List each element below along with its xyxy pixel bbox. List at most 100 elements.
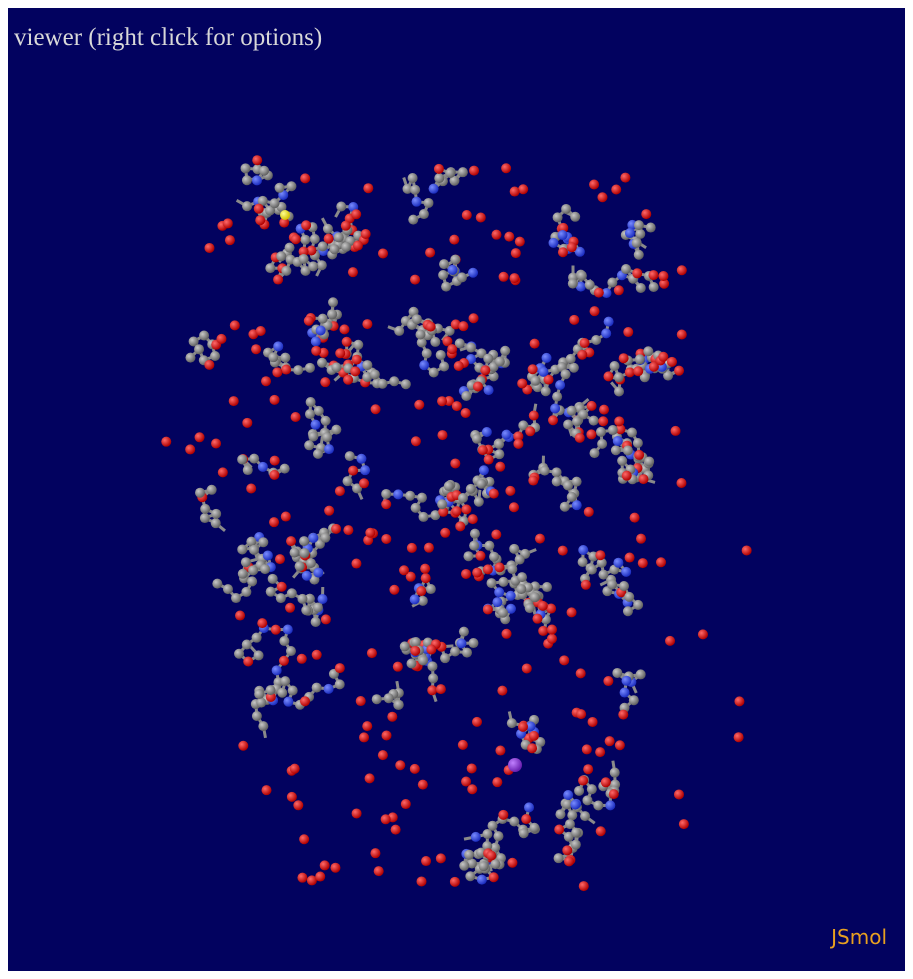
atom (621, 567, 631, 577)
atom (372, 694, 382, 704)
atom (351, 559, 361, 569)
atom (200, 504, 210, 514)
atom (522, 663, 532, 673)
atom (483, 564, 493, 574)
atom (320, 377, 330, 387)
atom (525, 426, 535, 436)
atom (313, 568, 323, 578)
atom (410, 275, 420, 285)
atom (421, 573, 431, 583)
atom (554, 853, 564, 863)
atom (393, 662, 403, 672)
atom (381, 489, 391, 499)
atom (589, 179, 599, 189)
atom (370, 848, 380, 858)
atom (636, 534, 646, 544)
atom (570, 212, 580, 222)
atom (458, 740, 468, 750)
atom (517, 378, 527, 388)
atom (560, 502, 570, 512)
atom (567, 242, 577, 252)
atom (698, 629, 708, 639)
atom (576, 668, 586, 678)
atom (242, 640, 252, 650)
atom (408, 215, 418, 225)
atom (477, 875, 487, 885)
atom (507, 564, 517, 574)
atom (509, 273, 519, 283)
atom (381, 499, 391, 509)
atom (458, 493, 468, 503)
atom (229, 396, 239, 406)
atom (578, 776, 588, 786)
atom (621, 676, 631, 686)
atom (638, 558, 648, 568)
atom (299, 536, 309, 546)
atom (242, 418, 252, 428)
atom (594, 288, 604, 298)
atom (437, 396, 447, 406)
atom (440, 653, 450, 663)
atom (603, 676, 613, 686)
atom (581, 580, 591, 590)
atom (211, 509, 221, 519)
atom (591, 335, 601, 345)
atom (586, 429, 596, 439)
atom (612, 668, 622, 678)
atom (395, 760, 405, 770)
atom (595, 747, 605, 757)
atom (580, 338, 590, 348)
atom (299, 254, 309, 264)
atom (271, 625, 281, 635)
atom (441, 282, 451, 292)
atom (559, 655, 569, 665)
atom (297, 873, 307, 883)
atom (579, 881, 589, 891)
atom (434, 164, 444, 174)
atom (426, 644, 436, 654)
atom (272, 665, 282, 675)
atom (742, 545, 752, 555)
jsmol-viewer[interactable]: viewer (right click for options) JSmol (8, 8, 905, 971)
atom (450, 255, 460, 265)
atom (258, 537, 268, 547)
atom (277, 688, 287, 698)
atom (605, 736, 615, 746)
atom (618, 710, 628, 720)
atom (341, 242, 351, 252)
atom (417, 493, 427, 503)
atom (507, 858, 517, 868)
atom (461, 391, 471, 401)
atom (335, 663, 345, 673)
atom (285, 243, 295, 253)
atom (611, 445, 621, 455)
atom (607, 579, 617, 589)
atom (542, 582, 552, 592)
atom (218, 467, 228, 477)
atom (363, 183, 373, 193)
atom (425, 248, 435, 258)
atom (504, 232, 514, 242)
atom (320, 533, 330, 543)
atom (270, 198, 280, 208)
atom (617, 456, 627, 466)
atom (400, 641, 410, 651)
atom (416, 586, 426, 596)
atom (658, 352, 668, 362)
atom (461, 504, 471, 514)
atom (317, 260, 327, 270)
atom (426, 322, 436, 332)
atom (362, 319, 372, 329)
atom (458, 167, 468, 177)
atom (430, 337, 440, 347)
atom (589, 448, 599, 458)
atom (300, 173, 310, 183)
atom (508, 758, 522, 772)
atom (410, 764, 420, 774)
atom (293, 800, 303, 810)
atom (258, 721, 268, 731)
atom (734, 732, 744, 742)
atom (450, 458, 460, 468)
atom (280, 464, 290, 474)
atom (649, 282, 659, 292)
